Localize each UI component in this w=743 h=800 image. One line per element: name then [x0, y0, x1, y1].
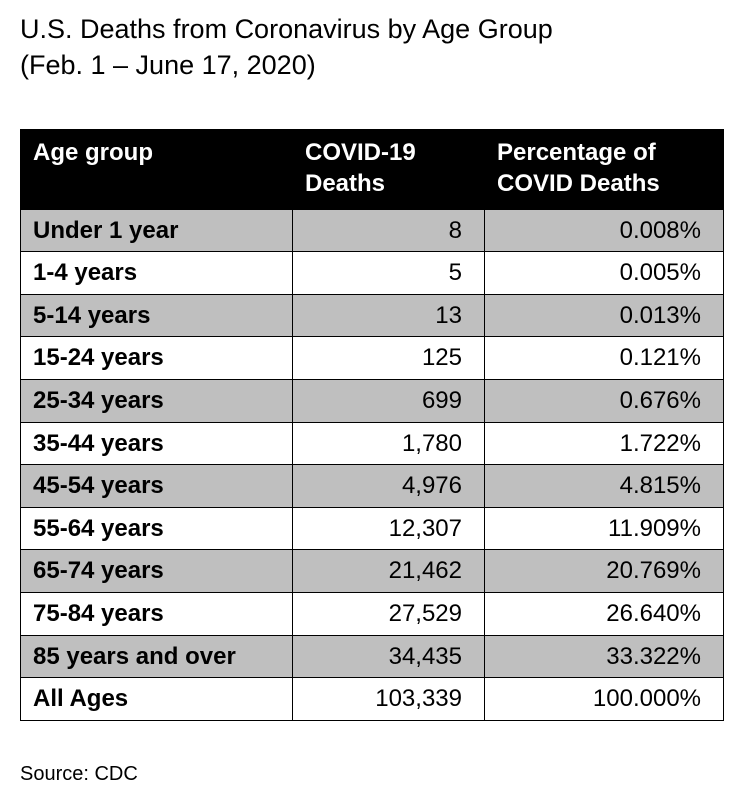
deaths-cell: 699: [292, 379, 485, 423]
deaths-cell: 4,976: [292, 464, 485, 508]
age-group-cell: 55-64 years: [20, 506, 293, 551]
age-group-cell: All Ages: [20, 677, 293, 721]
deaths-cell: 1,780: [292, 421, 485, 466]
source-note: Source: CDC: [20, 762, 138, 785]
age-group-cell: 5-14 years: [20, 293, 293, 338]
column-header-deaths: COVID-19 Deaths: [292, 129, 485, 210]
table-row: 25-34 years 699 0.676%: [20, 379, 724, 423]
table-row: 45-54 years 4,976 4.815%: [20, 464, 724, 508]
deaths-cell: 5: [292, 251, 485, 295]
percentage-cell: 100.000%: [484, 677, 724, 721]
age-group-cell: Under 1 year: [20, 208, 293, 253]
deaths-cell: 8: [292, 208, 485, 253]
percentage-cell: 11.909%: [484, 506, 724, 551]
percentage-cell: 4.815%: [484, 464, 724, 508]
page-title: U.S. Deaths from Coronavirus by Age Grou…: [20, 12, 723, 83]
table-row: 85 years and over 34,435 33.322%: [20, 634, 724, 679]
percentage-cell: 33.322%: [484, 634, 724, 679]
table-row: All Ages 103,339 100.000%: [20, 677, 724, 721]
table-header-row: Age group COVID-19 Deaths Percentage of …: [20, 129, 724, 210]
page-title-line1: U.S. Deaths from Coronavirus by Age Grou…: [20, 14, 553, 44]
age-group-cell: 75-84 years: [20, 591, 293, 636]
deaths-cell: 34,435: [292, 634, 485, 679]
age-group-cell: 25-34 years: [20, 379, 293, 423]
percentage-cell: 26.640%: [484, 591, 724, 636]
percentage-cell: 0.676%: [484, 379, 724, 423]
table-row: 1-4 years 5 0.005%: [20, 251, 724, 295]
age-group-cell: 85 years and over: [20, 634, 293, 679]
column-header-age-group: Age group: [20, 129, 293, 210]
deaths-cell: 12,307: [292, 506, 485, 551]
percentage-cell: 1.722%: [484, 421, 724, 466]
percentage-cell: 0.013%: [484, 293, 724, 338]
page-title-line2: (Feb. 1 – June 17, 2020): [20, 49, 316, 80]
age-group-cell: 1-4 years: [20, 251, 293, 295]
age-group-cell: 35-44 years: [20, 421, 293, 466]
table-row: 35-44 years 1,780 1.722%: [20, 421, 724, 466]
table-row: 55-64 years 12,307 11.909%: [20, 506, 724, 551]
percentage-cell: 0.121%: [484, 336, 724, 380]
age-group-cell: 45-54 years: [20, 464, 293, 508]
deaths-cell: 125: [292, 336, 485, 380]
deaths-cell: 27,529: [292, 591, 485, 636]
age-group-cell: 65-74 years: [20, 549, 293, 593]
column-header-percentage: Percentage of COVID Deaths: [484, 129, 724, 210]
deaths-cell: 103,339: [292, 677, 485, 721]
table-row: 5-14 years 13 0.013%: [20, 293, 724, 338]
deaths-cell: 13: [292, 293, 485, 338]
percentage-cell: 0.008%: [484, 208, 724, 253]
age-group-cell: 15-24 years: [20, 336, 293, 380]
table-row: 65-74 years 21,462 20.769%: [20, 549, 724, 593]
data-table: Age group COVID-19 Deaths Percentage of …: [20, 129, 724, 721]
percentage-cell: 20.769%: [484, 549, 724, 593]
table-row: 15-24 years 125 0.121%: [20, 336, 724, 380]
percentage-cell: 0.005%: [484, 251, 724, 295]
table-row: 75-84 years 27,529 26.640%: [20, 591, 724, 636]
table-row: Under 1 year 8 0.008%: [20, 208, 724, 253]
deaths-cell: 21,462: [292, 549, 485, 593]
